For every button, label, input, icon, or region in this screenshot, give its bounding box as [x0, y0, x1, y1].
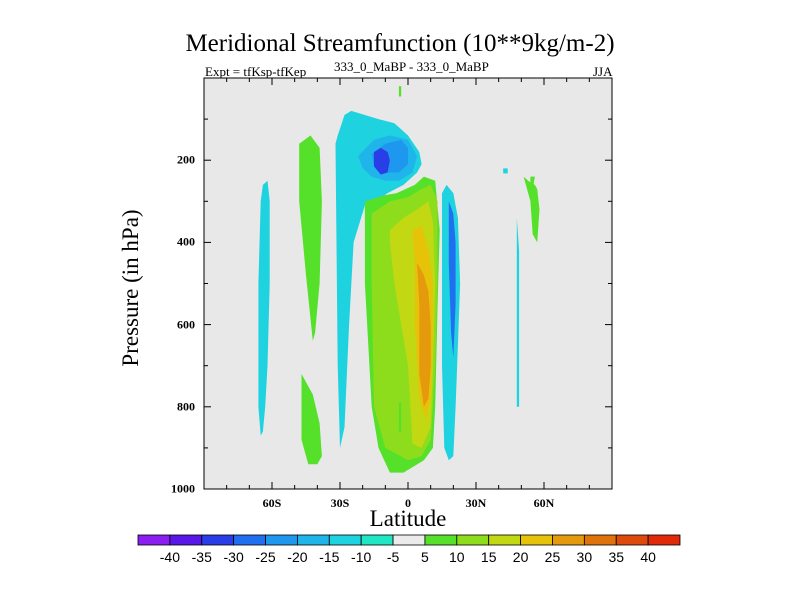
colorbar-swatch — [647, 534, 681, 546]
colorbar-label: -40 — [159, 549, 180, 565]
colorbar-swatch — [392, 534, 426, 546]
colorbar-label: -25 — [255, 549, 276, 565]
colorbar-swatch — [233, 534, 266, 546]
colorbar-swatch — [328, 534, 362, 546]
x-tick-label: 30S — [330, 496, 350, 510]
colorbar-swatch — [169, 534, 203, 546]
colorbar-swatch — [360, 534, 394, 546]
contour-region-17 — [516, 217, 520, 407]
x-tick-label: 60N — [533, 496, 555, 510]
colorbar-label: 35 — [608, 549, 625, 565]
colorbar-label: 20 — [512, 549, 529, 565]
left-subtitle: Expt = tfKsp-tfKep — [205, 64, 307, 79]
contour-region-3 — [335, 110, 422, 448]
colorbar-swatch — [583, 534, 617, 546]
y-tick-label: 600 — [177, 317, 195, 332]
colorbar-swatch — [297, 534, 330, 546]
tick-marks — [204, 78, 612, 490]
contour-layer — [258, 86, 540, 473]
x-tick-label: 0 — [405, 496, 411, 510]
contour-region-18 — [398, 402, 402, 432]
contour-region-8 — [417, 263, 431, 407]
colorbar-swatch — [265, 534, 298, 546]
contour-region-11 — [374, 147, 390, 175]
contour-region-1 — [299, 135, 322, 341]
contour-region-20 — [398, 86, 402, 97]
colorbar-swatch — [615, 534, 649, 546]
colorbar — [137, 534, 681, 546]
colorbar-swatch — [520, 534, 553, 546]
colorbar-label: 30 — [576, 549, 593, 565]
x-tick-label: 30N — [465, 496, 487, 510]
colorbar-label: -35 — [191, 549, 212, 565]
colorbar-label: 5 — [421, 549, 429, 565]
colorbar-swatch — [424, 534, 458, 546]
colorbar-label: -10 — [351, 549, 372, 565]
contour-region-16 — [530, 176, 535, 189]
colorbar-label: -20 — [287, 549, 308, 565]
y-tick-label: 800 — [177, 399, 195, 414]
contour-region-14 — [448, 201, 456, 358]
colorbar-swatch — [137, 534, 171, 546]
colorbar-label: -15 — [319, 549, 340, 565]
plot-frame — [203, 77, 613, 490]
colorbar-label: 40 — [640, 549, 656, 565]
colorbar-swatch — [201, 534, 235, 546]
contour-region-2 — [301, 373, 322, 465]
contour-region-12 — [396, 154, 408, 167]
colorbar-swatch — [456, 534, 490, 546]
colorbar-label: 15 — [480, 549, 497, 565]
colorbar-label: -30 — [223, 549, 244, 565]
colorbar-label: 25 — [544, 549, 561, 565]
y-tick-label: 200 — [177, 152, 195, 167]
colorbar-label: -5 — [386, 549, 400, 565]
y-tick-label: 1000 — [171, 481, 195, 496]
y-tick-label: 400 — [177, 234, 195, 249]
colorbar-swatch — [552, 534, 585, 546]
chart-title: Meridional Streamfunction (10**9kg/m-2) — [185, 30, 615, 57]
contour-region-15 — [523, 176, 540, 243]
colorbar-label: 10 — [449, 549, 465, 565]
center-subtitle: 333_0_MaBP - 333_0_MaBP — [334, 59, 489, 74]
colorbar-swatch — [488, 534, 521, 546]
contour-region-19 — [503, 168, 508, 174]
contour-region-0 — [258, 180, 270, 436]
x-axis-label: Latitude — [369, 506, 447, 531]
x-tick-label: 60S — [262, 496, 282, 510]
season-label: JJA — [593, 64, 613, 79]
